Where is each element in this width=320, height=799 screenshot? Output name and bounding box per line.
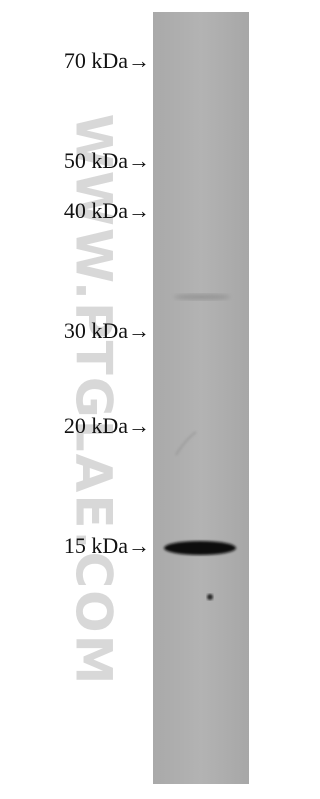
blot-figure: WWW.PTGLAE.COM 70 kDa→ 50 kDa→ 40 kDa→ 30 k…	[64, 12, 249, 784]
marker-label: 30 kDa→	[64, 318, 150, 343]
strong-band	[164, 541, 236, 555]
marker-label: 15 kDa→	[64, 533, 150, 558]
spot	[207, 594, 213, 600]
page: WWW.PTGLAE.COM 70 kDa→ 50 kDa→ 40 kDa→ 30 k…	[63, 12, 249, 784]
watermark: WWW.PTGLAE.COM	[65, 114, 123, 687]
faint-band	[174, 294, 230, 300]
marker-label: 40 kDa→	[64, 198, 150, 223]
gel-lane	[153, 12, 249, 784]
smear	[175, 431, 197, 456]
marker-label: 70 kDa→	[64, 48, 150, 73]
marker-label: 20 kDa→	[64, 413, 150, 438]
marker-labels: 70 kDa→ 50 kDa→ 40 kDa→ 30 kDa→ 20 kDa→ 15 kD…	[64, 48, 150, 558]
marker-label: 50 kDa→	[64, 148, 150, 173]
